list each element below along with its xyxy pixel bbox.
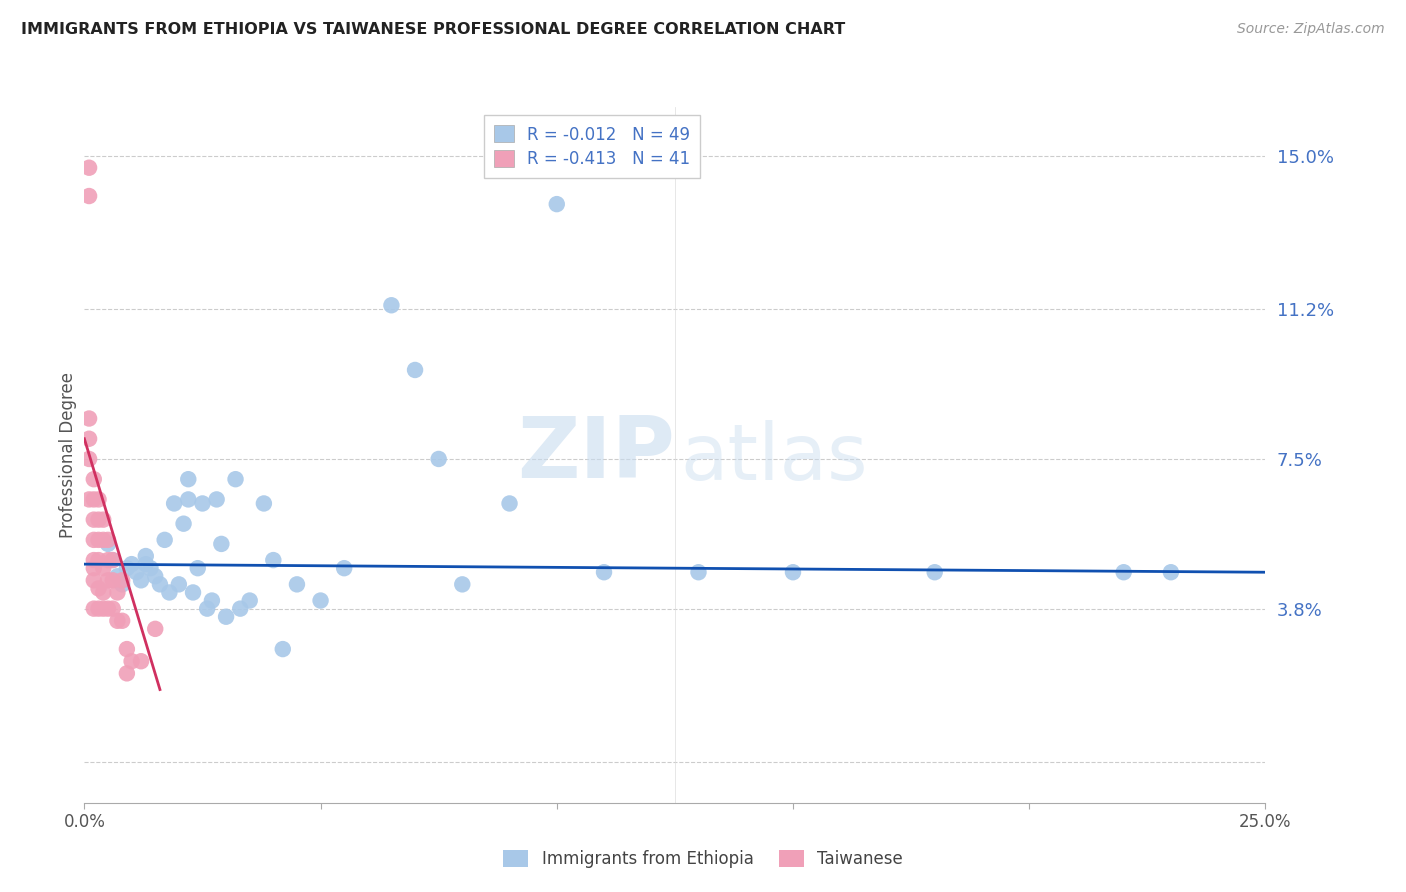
- Point: [225, 472, 247, 486]
- Point: [77, 161, 100, 175]
- Point: [87, 553, 110, 567]
- Point: [262, 553, 284, 567]
- Point: [129, 574, 152, 588]
- Point: [77, 189, 100, 203]
- Point: [688, 566, 710, 580]
- Point: [91, 533, 114, 547]
- Point: [87, 601, 110, 615]
- Point: [135, 549, 157, 563]
- Point: [97, 574, 120, 588]
- Point: [125, 566, 148, 580]
- Point: [271, 642, 294, 657]
- Point: [77, 452, 100, 467]
- Point: [924, 566, 946, 580]
- Point: [107, 614, 129, 628]
- Point: [239, 593, 262, 607]
- Point: [77, 492, 100, 507]
- Point: [87, 492, 110, 507]
- Point: [83, 561, 105, 575]
- Point: [83, 513, 105, 527]
- Point: [115, 642, 138, 657]
- Point: [195, 601, 218, 615]
- Point: [77, 432, 100, 446]
- Point: [87, 513, 110, 527]
- Point: [97, 537, 120, 551]
- Point: [153, 533, 176, 547]
- Point: [83, 492, 105, 507]
- Point: [115, 561, 138, 575]
- Point: [111, 574, 134, 588]
- Point: [121, 557, 143, 571]
- Point: [101, 553, 124, 567]
- Point: [101, 553, 124, 567]
- Point: [380, 298, 402, 312]
- Point: [129, 654, 152, 668]
- Point: [157, 585, 180, 599]
- Point: [121, 654, 143, 668]
- Point: [107, 585, 129, 599]
- Point: [97, 601, 120, 615]
- Point: [1160, 566, 1182, 580]
- Point: [215, 609, 238, 624]
- Point: [191, 496, 214, 510]
- Point: [253, 496, 276, 510]
- Point: [181, 585, 204, 599]
- Point: [177, 472, 200, 486]
- Text: ZIP: ZIP: [517, 413, 675, 497]
- Point: [163, 496, 186, 510]
- Point: [498, 496, 520, 510]
- Point: [91, 513, 114, 527]
- Point: [177, 492, 200, 507]
- Point: [83, 553, 105, 567]
- Point: [77, 411, 100, 425]
- Y-axis label: Professional Degree: Professional Degree: [59, 372, 77, 538]
- Point: [111, 614, 134, 628]
- Point: [87, 533, 110, 547]
- Text: IMMIGRANTS FROM ETHIOPIA VS TAIWANESE PROFESSIONAL DEGREE CORRELATION CHART: IMMIGRANTS FROM ETHIOPIA VS TAIWANESE PR…: [21, 22, 845, 37]
- Point: [173, 516, 195, 531]
- Point: [97, 533, 120, 547]
- Point: [83, 533, 105, 547]
- Point: [143, 569, 166, 583]
- Point: [101, 601, 124, 615]
- Point: [83, 472, 105, 486]
- Point: [149, 577, 172, 591]
- Point: [404, 363, 426, 377]
- Text: Source: ZipAtlas.com: Source: ZipAtlas.com: [1237, 22, 1385, 37]
- Point: [285, 577, 308, 591]
- Point: [139, 561, 162, 575]
- Point: [782, 566, 804, 580]
- Point: [97, 553, 120, 567]
- Point: [87, 582, 110, 596]
- Point: [91, 601, 114, 615]
- Point: [91, 585, 114, 599]
- Point: [209, 537, 232, 551]
- Point: [229, 601, 252, 615]
- Point: [205, 492, 228, 507]
- Point: [427, 452, 450, 467]
- Point: [101, 574, 124, 588]
- Point: [451, 577, 474, 591]
- Point: [111, 577, 134, 591]
- Point: [333, 561, 356, 575]
- Point: [83, 601, 105, 615]
- Point: [143, 622, 166, 636]
- Legend: Immigrants from Ethiopia, Taiwanese: Immigrants from Ethiopia, Taiwanese: [496, 843, 910, 875]
- Legend: R = -0.012   N = 49, R = -0.413   N = 41: R = -0.012 N = 49, R = -0.413 N = 41: [484, 115, 700, 178]
- Text: atlas: atlas: [681, 420, 869, 497]
- Point: [1112, 566, 1135, 580]
- Point: [593, 566, 616, 580]
- Point: [309, 593, 332, 607]
- Point: [187, 561, 209, 575]
- Point: [135, 557, 157, 571]
- Point: [201, 593, 224, 607]
- Point: [167, 577, 190, 591]
- Point: [83, 574, 105, 588]
- Point: [546, 197, 568, 211]
- Point: [91, 561, 114, 575]
- Point: [107, 569, 129, 583]
- Point: [115, 666, 138, 681]
